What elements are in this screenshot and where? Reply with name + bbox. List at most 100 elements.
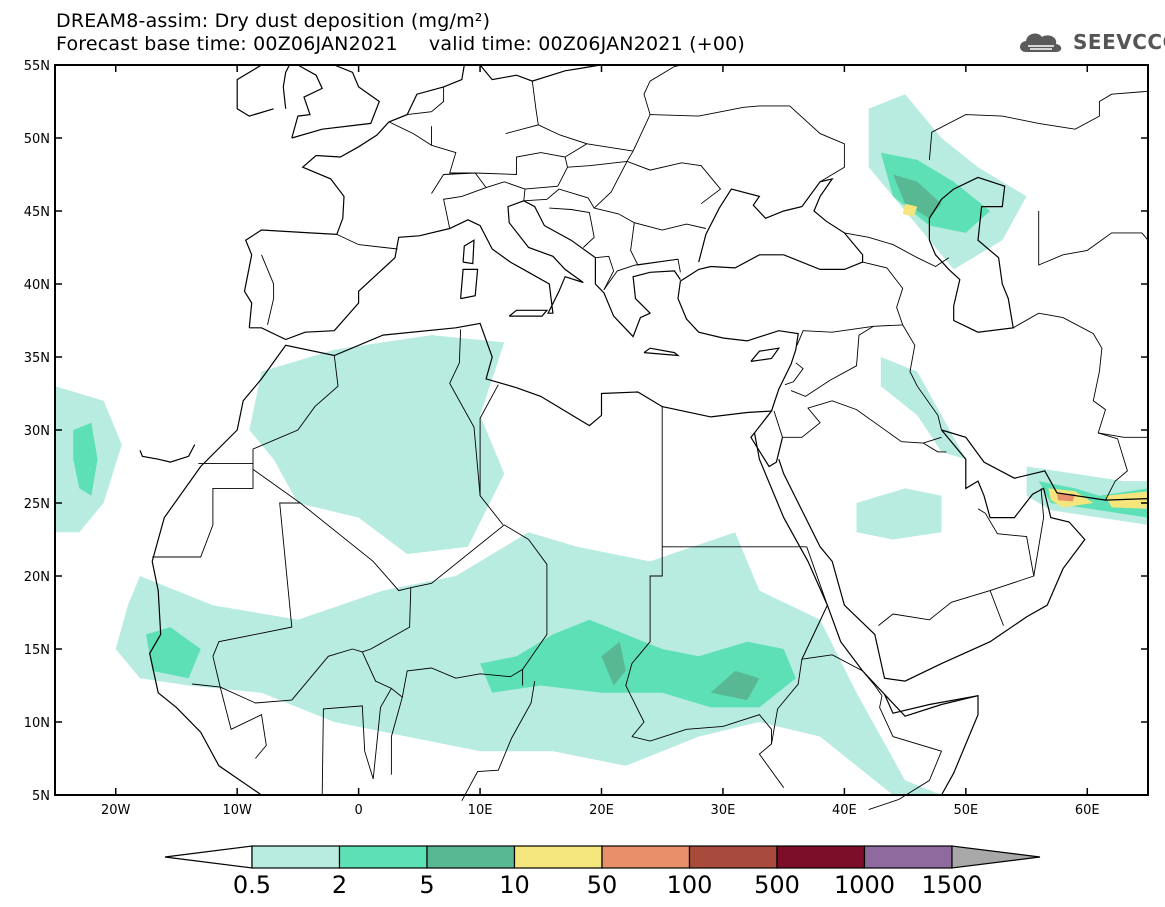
coastline-red-sea-gulf [750, 432, 784, 468]
border-burkina-niger [361, 651, 392, 689]
map-title: DREAM8-assim: Dry dust deposition (mg/m²… [56, 10, 491, 32]
border-qatar [977, 508, 986, 514]
gulf-oman-dust-core [1038, 481, 1148, 518]
coastlines [139, 64, 1149, 796]
border-guinea [192, 683, 267, 759]
sahel-dust-dark-chad [601, 641, 626, 686]
coastline-west-africa [149, 561, 262, 796]
border-saudi-jordan [782, 400, 942, 444]
border-portugal-spain [261, 254, 275, 326]
border-iraq-syria [829, 324, 903, 381]
border-ghana [321, 705, 374, 796]
border-hungary-slovakia [567, 160, 628, 168]
coastline-cyprus [750, 347, 781, 362]
border-romania-bulgaria [634, 222, 706, 231]
lat-tick-label: 30N [24, 424, 50, 439]
border-libya-egypt [649, 406, 663, 584]
lat-tick-label: 15N [24, 643, 50, 658]
border-mauritania-mali [212, 469, 302, 657]
lat-tick-label: 5N [32, 789, 50, 804]
lat-tick-label: 55N [24, 59, 50, 74]
lon-tick-label: 50E [953, 803, 978, 818]
border-benin-togo [372, 687, 403, 779]
border-austria [475, 152, 568, 190]
caspian-dust-dark [893, 174, 942, 219]
coastline-caspian [928, 176, 1014, 333]
border-romania-hungary [593, 161, 628, 209]
lon-tick-label: 30E [711, 803, 736, 818]
border-ethiopia-eritrea [801, 654, 883, 696]
lon-tick-label: 10W [222, 803, 252, 818]
lat-tick-label: 25N [24, 497, 50, 512]
sahara-north-dust-region [249, 335, 505, 555]
border-uae-oman [1033, 488, 1045, 577]
border-serbia-bosnia [549, 207, 595, 248]
atlantic-west-dust-core [73, 422, 98, 496]
colorbar-level-label: 2 [332, 871, 347, 899]
colorbar-swatch [776, 845, 866, 869]
lon-tick-label: 10E [468, 803, 493, 818]
forecast-time-subtitle: Forecast base time: 00Z06JAN2021 valid t… [56, 33, 746, 55]
border-russia-ukraine [743, 105, 845, 183]
border-jordan-syria [790, 380, 831, 397]
colorbar-level-label: 10 [499, 871, 530, 899]
lat-tick-label: 45N [24, 205, 50, 220]
colorbar: 0.5 2 5 10 50 100 500 1000 1500 [164, 845, 1041, 899]
border-czech [505, 124, 588, 158]
colorbar-level-label: 0.5 [233, 871, 271, 899]
colorbar-level-label: 5 [419, 871, 434, 899]
border-libya [479, 384, 499, 496]
coastline-britain-west [291, 64, 323, 139]
coastline-sicily [508, 309, 549, 317]
country-borders [152, 64, 1149, 811]
lon-tick-label: 20W [101, 803, 131, 818]
colorbar-swatch [338, 845, 428, 869]
lon-tick-label: 40E [832, 803, 857, 818]
border-france-belgium [388, 121, 432, 146]
cloud-logo-icon [1020, 33, 1062, 52]
gulf-oman-dust-yellow-east [1105, 491, 1148, 509]
coastline-levant [677, 254, 863, 412]
caspian-dust-core [880, 152, 991, 233]
border-caucasus [844, 232, 950, 268]
sahel-dust-core-west [146, 627, 201, 679]
colorbar-level-label: 50 [587, 871, 618, 899]
border-france-spain [336, 233, 398, 250]
lat-tick-label: 50N [24, 132, 50, 147]
border-eritrea-sudan [801, 605, 828, 660]
border-greece-north [603, 258, 679, 291]
coastline-black-sea [698, 177, 864, 263]
border-afghanistan-pakistan [1098, 432, 1148, 438]
lat-tick-label: 20N [24, 570, 50, 585]
colorbar-level-label: 500 [754, 871, 800, 899]
coastline-iberia-west [243, 64, 465, 328]
border-germany-poland [531, 81, 539, 125]
border-tunisia-algeria [449, 329, 504, 526]
border-israel-egypt [773, 410, 783, 438]
colorbar-max-arrow [951, 845, 1041, 869]
coastline-europe-south [249, 200, 681, 341]
border-turkey-east [862, 261, 904, 326]
border-lebanon [784, 362, 804, 386]
coastline-gulf-aden [884, 693, 979, 717]
colorbar-swatch [863, 845, 953, 869]
colorbar-level-label: 1000 [834, 871, 895, 899]
coastline-corsica [462, 239, 475, 265]
lon-tick-label: 20E [589, 803, 614, 818]
arabia-dust-region [856, 488, 942, 540]
lat-tick-label: 35N [24, 351, 50, 366]
border-poland-slovakia [586, 143, 634, 152]
sahel-dust-core-chad [480, 619, 796, 708]
lat-tick-label: 10N [24, 716, 50, 731]
border-kazakhstan-uzbek [1038, 211, 1149, 266]
lon-tick-label: 60E [1075, 803, 1100, 818]
coastline-britain [291, 64, 381, 139]
border-sudan-south [631, 714, 772, 744]
caspian-dust-yellow [902, 203, 918, 217]
border-nigeria-cameroon [461, 681, 536, 802]
border-slovenia-croatia [523, 188, 595, 209]
border-chad-sudan [625, 583, 651, 737]
logo-text: SEEVCCC [1073, 30, 1165, 54]
border-western-sahara [152, 463, 254, 558]
coastline-sardinia [460, 268, 479, 300]
